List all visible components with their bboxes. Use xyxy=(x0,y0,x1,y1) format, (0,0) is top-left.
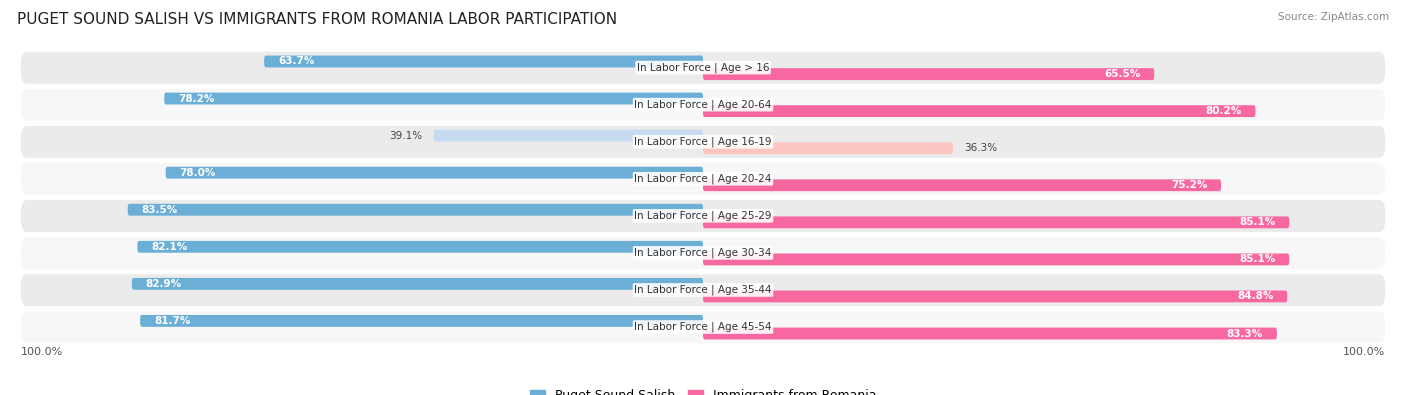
FancyBboxPatch shape xyxy=(165,92,703,104)
Legend: Puget Sound Salish, Immigrants from Romania: Puget Sound Salish, Immigrants from Roma… xyxy=(524,384,882,395)
FancyBboxPatch shape xyxy=(703,179,1220,191)
Text: In Labor Force | Age 35-44: In Labor Force | Age 35-44 xyxy=(634,285,772,295)
Text: 82.9%: 82.9% xyxy=(146,279,181,289)
FancyBboxPatch shape xyxy=(21,52,1385,84)
FancyBboxPatch shape xyxy=(703,216,1289,228)
FancyBboxPatch shape xyxy=(166,167,703,179)
FancyBboxPatch shape xyxy=(138,241,703,253)
Text: 85.1%: 85.1% xyxy=(1239,217,1275,228)
Text: 75.2%: 75.2% xyxy=(1171,180,1208,190)
Text: PUGET SOUND SALISH VS IMMIGRANTS FROM ROMANIA LABOR PARTICIPATION: PUGET SOUND SALISH VS IMMIGRANTS FROM RO… xyxy=(17,12,617,27)
FancyBboxPatch shape xyxy=(703,142,953,154)
Text: 65.5%: 65.5% xyxy=(1104,69,1140,79)
FancyBboxPatch shape xyxy=(703,105,1256,117)
FancyBboxPatch shape xyxy=(703,291,1288,303)
Text: 83.3%: 83.3% xyxy=(1227,329,1263,339)
FancyBboxPatch shape xyxy=(703,327,1277,339)
FancyBboxPatch shape xyxy=(433,130,703,141)
Text: 100.0%: 100.0% xyxy=(21,347,63,357)
Text: 84.8%: 84.8% xyxy=(1237,292,1274,301)
Text: 78.2%: 78.2% xyxy=(179,94,214,103)
FancyBboxPatch shape xyxy=(21,163,1385,195)
Text: 85.1%: 85.1% xyxy=(1239,254,1275,264)
FancyBboxPatch shape xyxy=(21,237,1385,269)
Text: In Labor Force | Age 45-54: In Labor Force | Age 45-54 xyxy=(634,322,772,332)
Text: 63.7%: 63.7% xyxy=(278,56,315,66)
Text: 100.0%: 100.0% xyxy=(1343,347,1385,357)
FancyBboxPatch shape xyxy=(21,200,1385,232)
Text: In Labor Force | Age 20-64: In Labor Force | Age 20-64 xyxy=(634,100,772,110)
Text: 81.7%: 81.7% xyxy=(153,316,190,326)
Text: In Labor Force | Age 20-24: In Labor Force | Age 20-24 xyxy=(634,173,772,184)
Text: 80.2%: 80.2% xyxy=(1205,106,1241,116)
FancyBboxPatch shape xyxy=(21,274,1385,306)
Text: 78.0%: 78.0% xyxy=(180,167,215,178)
FancyBboxPatch shape xyxy=(21,89,1385,121)
Text: In Labor Force | Age 25-29: In Labor Force | Age 25-29 xyxy=(634,211,772,221)
Text: In Labor Force | Age 16-19: In Labor Force | Age 16-19 xyxy=(634,136,772,147)
FancyBboxPatch shape xyxy=(21,311,1385,343)
FancyBboxPatch shape xyxy=(703,68,1154,80)
Text: 39.1%: 39.1% xyxy=(389,131,423,141)
FancyBboxPatch shape xyxy=(264,56,703,68)
Text: In Labor Force | Age > 16: In Labor Force | Age > 16 xyxy=(637,62,769,73)
FancyBboxPatch shape xyxy=(141,315,703,327)
Text: Source: ZipAtlas.com: Source: ZipAtlas.com xyxy=(1278,12,1389,22)
FancyBboxPatch shape xyxy=(132,278,703,290)
FancyBboxPatch shape xyxy=(703,254,1289,265)
Text: In Labor Force | Age 30-34: In Labor Force | Age 30-34 xyxy=(634,248,772,258)
FancyBboxPatch shape xyxy=(128,204,703,216)
Text: 83.5%: 83.5% xyxy=(142,205,177,215)
Text: 82.1%: 82.1% xyxy=(152,242,187,252)
Text: 36.3%: 36.3% xyxy=(965,143,997,153)
FancyBboxPatch shape xyxy=(21,126,1385,158)
